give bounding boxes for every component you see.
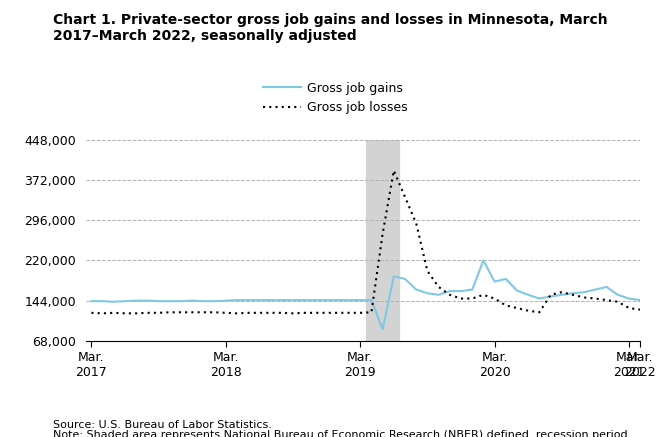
- Text: Note: Shaded area represents National Bureau of Economic Research (NBER) defined: Note: Shaded area represents National Bu…: [53, 430, 631, 437]
- Legend: Gross job gains, Gross job losses: Gross job gains, Gross job losses: [263, 82, 407, 114]
- Text: Source: U.S. Bureau of Labor Statistics.: Source: U.S. Bureau of Labor Statistics.: [53, 420, 272, 430]
- Bar: [366, 140, 399, 341]
- Text: Chart 1. Private-sector gross job gains and losses in Minnesota, March
2017–Marc: Chart 1. Private-sector gross job gains …: [53, 13, 607, 43]
